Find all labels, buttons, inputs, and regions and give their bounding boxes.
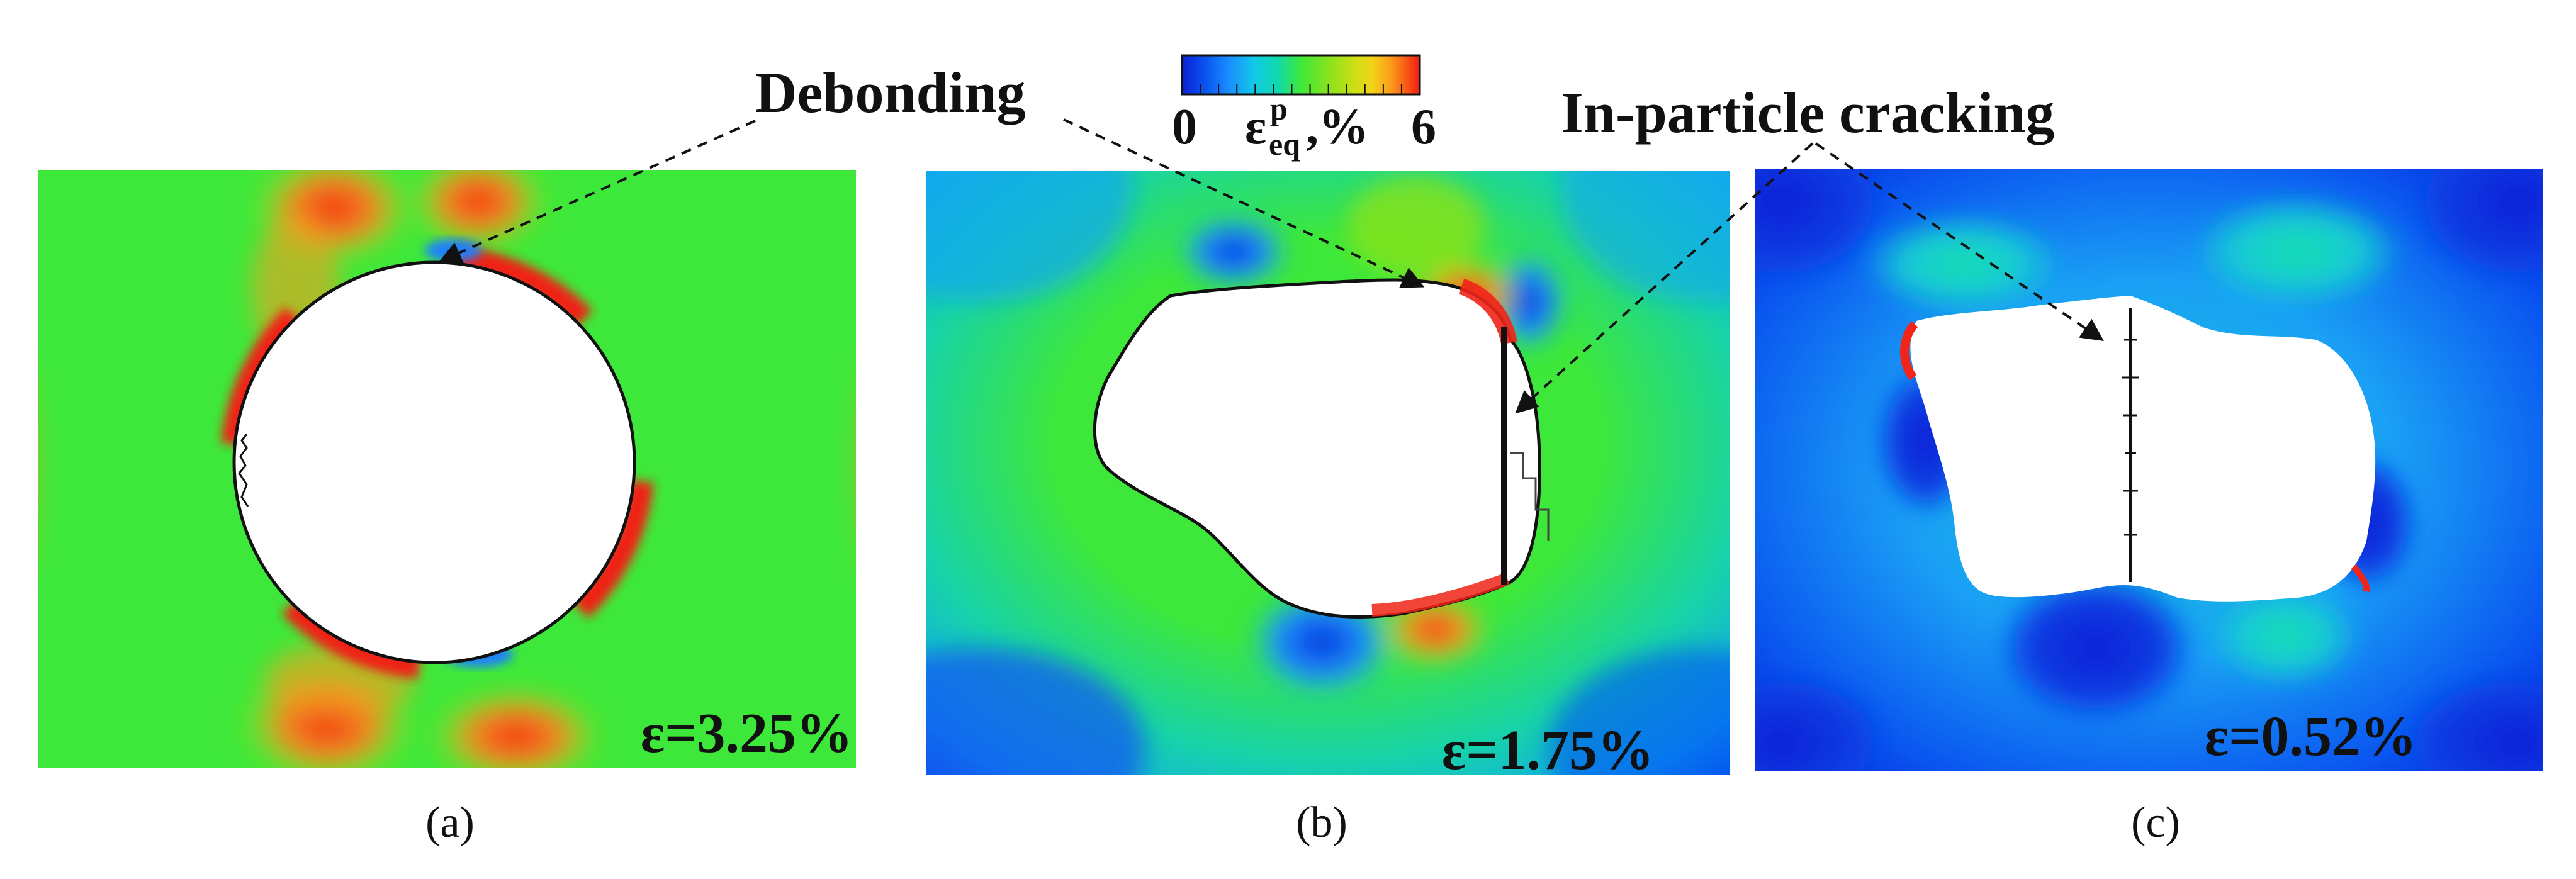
panel-a: ε=3.25% (a) bbox=[38, 170, 856, 847]
colorbar-superscript: p bbox=[1270, 91, 1288, 126]
panel-a-strain-field bbox=[38, 170, 856, 768]
panel-caption-b: (b) bbox=[1296, 798, 1347, 847]
colorbar-min-label: 0 bbox=[1172, 99, 1197, 155]
colorbar-ticks bbox=[1200, 84, 1402, 94]
cracking-arrow-c bbox=[1814, 142, 2104, 342]
in-particle-cracking-label: In-particle cracking bbox=[1561, 81, 2054, 145]
particle-a bbox=[232, 260, 636, 664]
colorbar-subscript: eq bbox=[1269, 126, 1300, 162]
debonding-label: Debonding bbox=[755, 60, 1026, 125]
debonding-arrow-a bbox=[438, 120, 756, 264]
strain-label-b: ε=1.75% bbox=[1442, 719, 1654, 781]
strain-label-a: ε=3.25% bbox=[641, 702, 853, 764]
panel-b: ε=1.75% (b) bbox=[926, 171, 1730, 847]
annotations: Debonding In-particle cracking bbox=[438, 60, 2104, 414]
colorbar-max-label: 6 bbox=[1411, 99, 1436, 155]
colorbar-unit: ,% bbox=[1306, 99, 1369, 155]
debonding-arrow-b bbox=[1063, 118, 1425, 288]
colorbar: 0 6 ε p eq ,% bbox=[1172, 54, 1436, 162]
panel-c-strain-field bbox=[1755, 169, 2543, 771]
panel-b-strain-field bbox=[926, 171, 1730, 775]
panel-c: ε=0.52% (c) bbox=[1755, 169, 2543, 847]
cracking-arrow-b bbox=[1515, 142, 1814, 414]
colorbar-gradient bbox=[1181, 54, 1421, 96]
strain-label-c: ε=0.52% bbox=[2205, 705, 2417, 768]
colorbar-symbol: ε bbox=[1245, 99, 1266, 155]
panel-caption-a: (a) bbox=[425, 798, 475, 847]
panel-caption-c: (c) bbox=[2131, 798, 2180, 847]
particle-c bbox=[1910, 296, 2376, 602]
